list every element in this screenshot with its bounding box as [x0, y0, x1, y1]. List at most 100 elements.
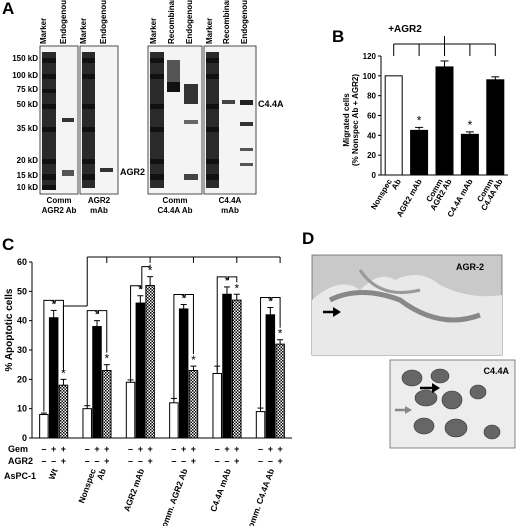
bar [169, 402, 179, 439]
significance-star: * [225, 274, 230, 288]
bracket [141, 264, 151, 289]
y-tick-label: 20 [367, 151, 376, 160]
agr2-sign: – [258, 456, 263, 466]
arrow-icon [432, 383, 440, 393]
panel-letter-a: A [2, 0, 14, 18]
lane-label: Recombinant [222, 0, 231, 44]
bar [135, 302, 146, 439]
bracket [271, 296, 281, 328]
bracket [228, 276, 238, 283]
stained-epithelium [358, 269, 421, 294]
bar [384, 75, 403, 176]
band [184, 120, 198, 124]
agr2-sign: – [51, 456, 56, 466]
band [184, 174, 198, 180]
x-tick-label: Wt [46, 467, 59, 481]
band [240, 100, 253, 105]
agr2-sign: – [215, 456, 220, 466]
bar [275, 343, 285, 439]
gem-sign: – [171, 444, 176, 454]
gem-sign: + [277, 444, 282, 454]
gem-sign: + [51, 444, 56, 454]
y-tick-label: 30 [17, 345, 27, 355]
stained-epithelium [328, 290, 481, 323]
blot-caption: mAb [90, 206, 108, 215]
marker-ladder [42, 52, 56, 190]
mw-label: 75 kD [17, 85, 39, 94]
bracket [98, 310, 108, 353]
bar [92, 326, 102, 439]
gem-sign: + [181, 444, 186, 454]
blot-caption: mAb [221, 206, 239, 215]
bracket-label: +AGR2 [388, 24, 422, 35]
micrograph-label: C4.4A [483, 366, 509, 376]
micrograph-label: AGR-2 [456, 262, 484, 272]
significance-star: * [191, 353, 196, 367]
y-tick-label: 40 [17, 316, 27, 326]
agr2-sign: + [147, 456, 152, 466]
blot-caption: Comm [163, 196, 188, 205]
marker-ladder [206, 52, 219, 188]
bar [222, 293, 232, 439]
y-tick-label: 20 [17, 374, 27, 384]
significance-star: * [95, 308, 100, 322]
x-tick-label: Nonspec [76, 467, 98, 504]
agr2-band-label: AGR2 [120, 167, 145, 177]
agr2-sign: + [191, 456, 196, 466]
gem-sign: + [61, 444, 66, 454]
gem-sign: – [41, 444, 46, 454]
lane-label: Marker [39, 18, 48, 44]
band [100, 168, 113, 172]
bar [58, 384, 69, 439]
row-label-gem: Gem [8, 444, 28, 454]
mw-label: 10 kD [17, 183, 39, 192]
lane-label: Recombinant [167, 0, 176, 44]
panel-letter-b: B [332, 27, 344, 46]
y-tick-label: 100 [363, 72, 377, 81]
bracket [260, 296, 271, 409]
row-label-agr2: AGR2 [8, 456, 33, 466]
lane-label: Endogenous [185, 0, 194, 44]
lane-label: Endogenous [99, 0, 108, 44]
gem-sign: – [128, 444, 133, 454]
y-axis-label: (% Nonspec Ab + AGR2) [351, 74, 360, 166]
bar [232, 299, 242, 439]
mw-label: 50 kD [17, 100, 39, 109]
bar [460, 133, 479, 176]
y-tick-label: 60 [367, 112, 376, 121]
arrow-icon [333, 307, 341, 317]
x-tick-label: Comm. AGR2 Ab [157, 467, 190, 526]
agr2-sign: + [104, 456, 109, 466]
significance-star: * [234, 281, 239, 295]
x-tick-label: Ab [390, 177, 403, 191]
panel-b-chart: +AGR2 Migrated cells (% Nonspec Ab + AGR… [342, 24, 508, 219]
band [240, 148, 253, 151]
significance-star: * [278, 327, 283, 341]
gem-sign: + [138, 444, 143, 454]
gem-sign: – [215, 444, 220, 454]
agr2-sign: – [94, 456, 99, 466]
significance-star: * [268, 294, 273, 308]
blot-caption: C4.4A [219, 196, 242, 205]
stained-cells [401, 368, 501, 440]
bar [410, 129, 429, 176]
significance-star: * [51, 297, 56, 311]
x-tick-label: Ab [95, 467, 108, 481]
y-axis-label: Migrated cells [342, 93, 351, 147]
y-tick-label: 120 [363, 52, 377, 61]
agr2-sign: – [85, 456, 90, 466]
lane-label: Endogenous [59, 0, 68, 44]
agr2-sign: + [277, 456, 282, 466]
band [62, 118, 74, 122]
agr2-sign: – [171, 456, 176, 466]
mw-label: 35 kD [17, 124, 39, 133]
bracket [173, 294, 185, 400]
agr2-sign: – [181, 456, 186, 466]
gem-sign: – [258, 444, 263, 454]
agr2-sign: – [128, 456, 133, 466]
arrow-icon [405, 406, 412, 414]
significance-star: * [468, 118, 473, 132]
marker-ladder [82, 52, 95, 188]
agr2-sign: – [224, 456, 229, 466]
